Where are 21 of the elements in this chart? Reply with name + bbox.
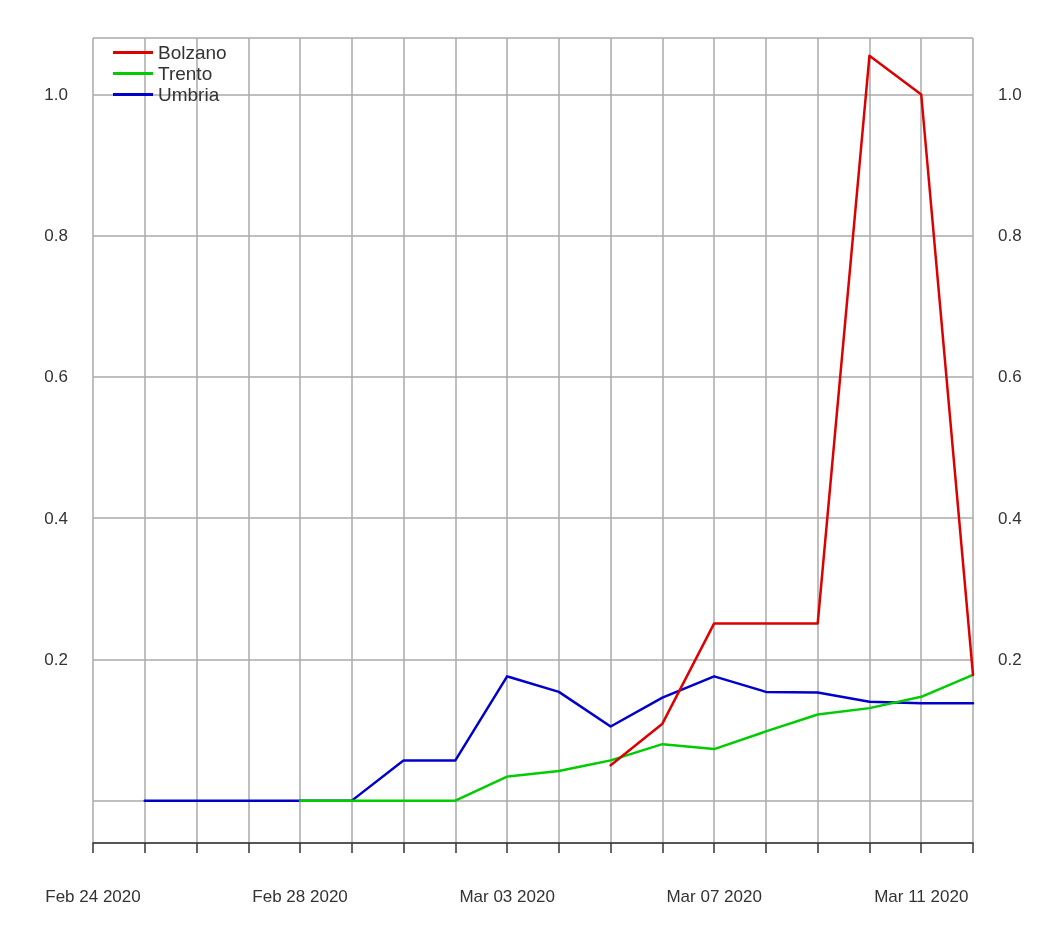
legend-label: Umbria [158,84,220,105]
y2-tick-label: 1.0 [998,84,1022,104]
x-tick-label: Mar 11 2020 [874,887,969,906]
y-tick-label: 0.4 [44,508,68,528]
y2-tick-label: 0.2 [998,649,1022,669]
x-tick-label: Mar 03 2020 [459,887,555,906]
x-tick-label: Feb 28 2020 [252,887,348,906]
line-series [298,673,975,802]
y-tick-label: 0.2 [44,649,68,669]
y2-tick-label: 0.6 [998,367,1022,387]
y-tick-label: 1.0 [44,84,68,104]
line-series [609,54,975,767]
line-series [143,675,975,802]
y-tick-label: 0.6 [44,367,68,387]
y-tick-label: 0.8 [44,226,68,246]
x-tick-label: Mar 07 2020 [666,887,762,906]
legend-label: Bolzano [158,42,227,63]
y2-tick-label: 0.4 [998,508,1022,528]
y2-tick-label: 0.8 [998,226,1022,246]
legend-label: Trento [158,63,213,84]
x-tick-label: Feb 24 2020 [45,887,141,906]
